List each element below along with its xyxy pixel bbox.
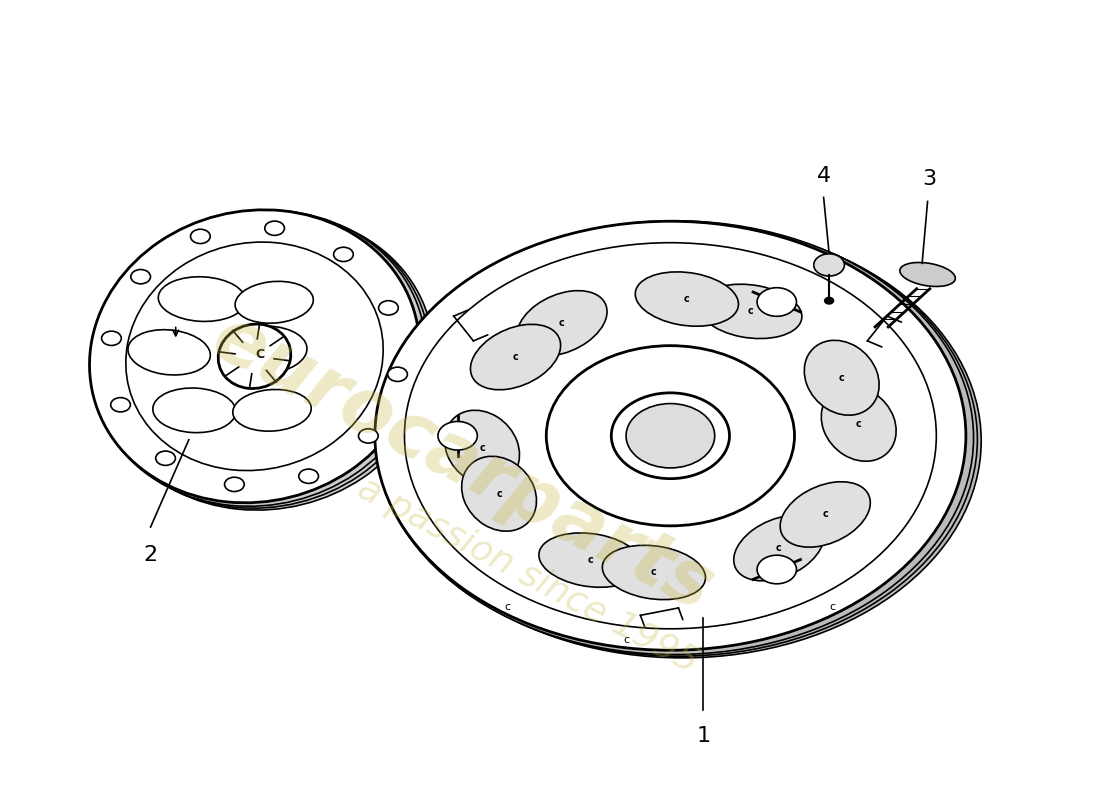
Text: c: c	[747, 306, 754, 316]
Ellipse shape	[804, 340, 879, 415]
Text: c: c	[480, 442, 485, 453]
Text: c: c	[624, 634, 629, 645]
Ellipse shape	[190, 230, 210, 243]
Ellipse shape	[156, 451, 175, 466]
Text: c: c	[513, 352, 518, 362]
Text: c: c	[505, 602, 510, 612]
Ellipse shape	[299, 469, 319, 483]
Circle shape	[612, 393, 729, 478]
Circle shape	[757, 555, 796, 584]
Ellipse shape	[444, 410, 519, 485]
Circle shape	[814, 254, 845, 276]
Ellipse shape	[128, 330, 210, 375]
Circle shape	[626, 403, 715, 468]
Text: C: C	[255, 348, 264, 362]
Circle shape	[825, 298, 834, 304]
Text: 1: 1	[696, 726, 711, 746]
Circle shape	[376, 221, 974, 654]
Ellipse shape	[462, 456, 537, 531]
Text: c: c	[496, 489, 502, 498]
Ellipse shape	[636, 272, 738, 326]
Ellipse shape	[359, 429, 378, 443]
Text: c: c	[776, 543, 782, 553]
Text: c: c	[856, 418, 861, 429]
Ellipse shape	[378, 301, 398, 315]
Ellipse shape	[153, 388, 235, 433]
Text: c: c	[823, 510, 828, 519]
Text: 3: 3	[923, 170, 937, 190]
Text: eurocarparts: eurocarparts	[199, 300, 725, 627]
Ellipse shape	[91, 210, 426, 506]
Ellipse shape	[131, 270, 151, 284]
Circle shape	[438, 422, 477, 450]
Ellipse shape	[822, 386, 896, 462]
Text: a passion since 1995: a passion since 1995	[352, 470, 704, 679]
Ellipse shape	[698, 284, 802, 338]
Ellipse shape	[220, 326, 307, 374]
Ellipse shape	[734, 515, 824, 581]
Circle shape	[547, 346, 794, 526]
Ellipse shape	[224, 478, 244, 491]
Ellipse shape	[333, 247, 353, 262]
Ellipse shape	[158, 277, 245, 322]
Text: c: c	[651, 567, 657, 578]
Ellipse shape	[235, 282, 314, 323]
Text: c: c	[684, 294, 690, 304]
Ellipse shape	[218, 324, 290, 389]
Ellipse shape	[539, 533, 642, 587]
Ellipse shape	[471, 324, 561, 390]
Circle shape	[384, 224, 981, 658]
Ellipse shape	[603, 546, 705, 600]
Text: c: c	[829, 602, 836, 612]
Ellipse shape	[780, 482, 870, 547]
Ellipse shape	[233, 390, 311, 431]
Ellipse shape	[111, 398, 131, 412]
Text: 4: 4	[816, 166, 831, 186]
Text: c: c	[559, 318, 564, 328]
Ellipse shape	[101, 331, 121, 346]
Text: c: c	[839, 373, 845, 382]
Ellipse shape	[387, 367, 407, 382]
Ellipse shape	[96, 212, 430, 508]
Circle shape	[379, 222, 978, 656]
Ellipse shape	[265, 221, 285, 235]
Ellipse shape	[900, 262, 956, 286]
Text: c: c	[587, 555, 593, 565]
Circle shape	[757, 288, 796, 316]
Text: 2: 2	[143, 545, 157, 565]
Ellipse shape	[517, 290, 607, 356]
Ellipse shape	[99, 214, 433, 510]
Circle shape	[375, 222, 966, 650]
Circle shape	[405, 242, 936, 629]
Ellipse shape	[89, 210, 419, 502]
Ellipse shape	[125, 242, 383, 470]
